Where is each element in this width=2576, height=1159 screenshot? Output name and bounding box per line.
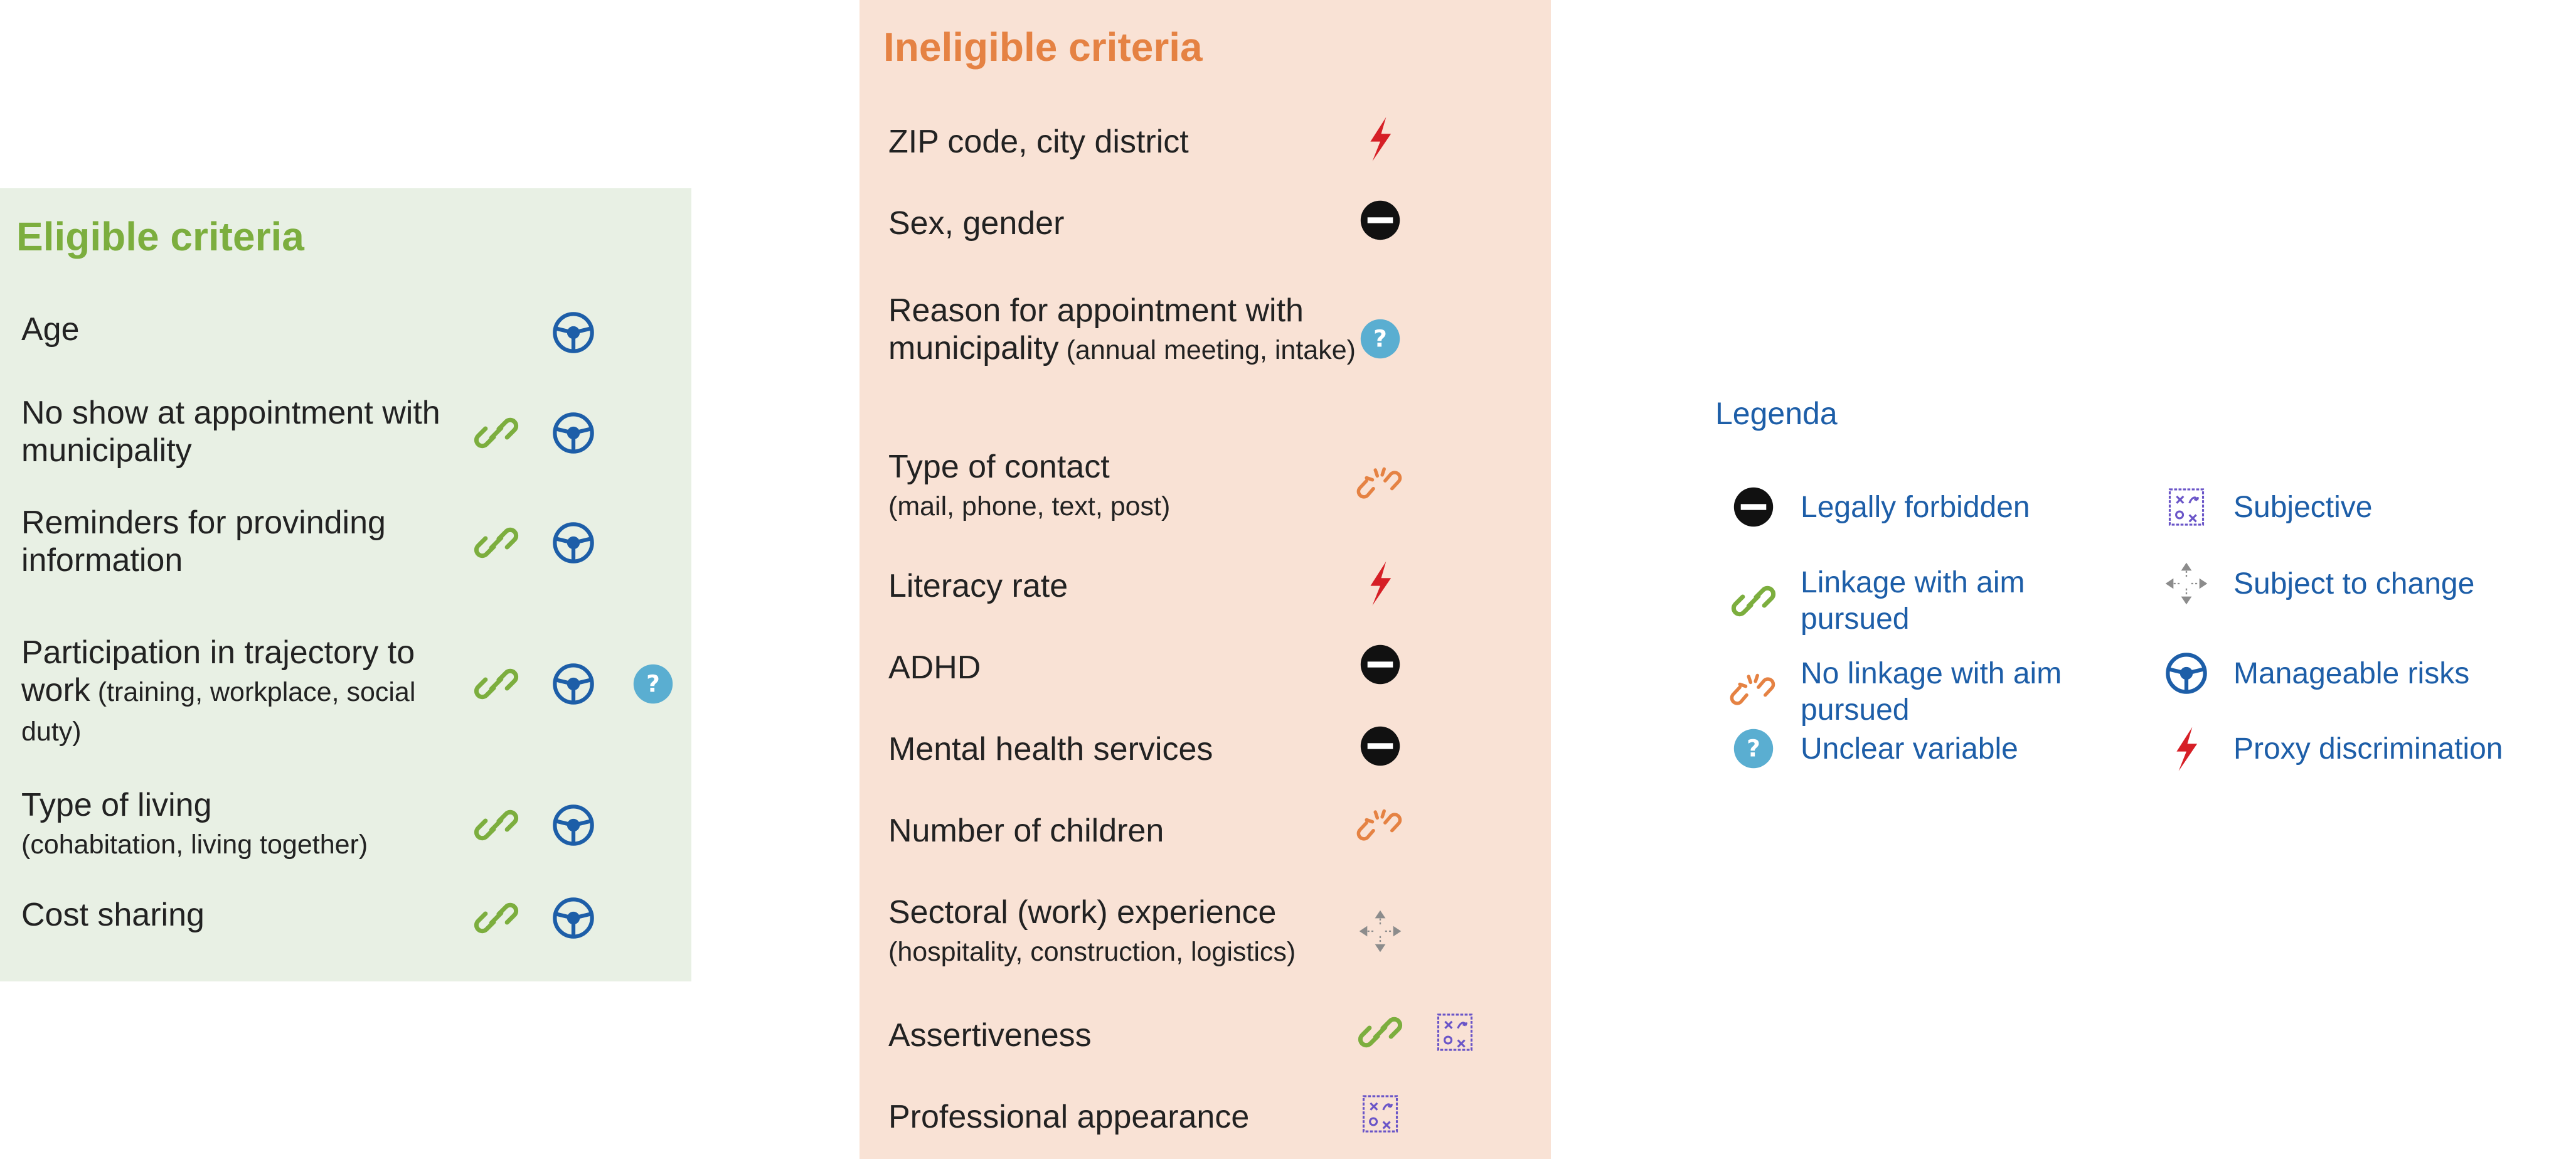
linkage-with-aim-icon [472,660,521,708]
eligible-criterion-label-text: No show at appointment with municipality [21,395,440,469]
unclear-variable-icon: ? [1356,314,1405,363]
linkage-with-aim-icon [472,801,521,850]
linkage-with-aim-icon [472,409,521,457]
linkage-with-aim-icon [472,518,521,567]
ineligible-criterion-label-text: Type of contact [888,449,1110,485]
ineligible-criterion-label: Literacy rate [888,567,1378,605]
eligible-criterion-label-text: Age [21,311,80,348]
proxy-discrimination-icon [1356,114,1405,163]
proxy-discrimination-icon [1356,558,1405,607]
subjective-icon [2162,483,2211,531]
linkage-with-aim-icon [472,894,521,943]
subject-to-change-icon [2162,559,2211,608]
legend-label: Legally forbidden [1801,491,2030,524]
ineligible-criterion-label-text: Sectoral (work) experience [888,894,1277,931]
subjective-icon [1356,1089,1405,1138]
unclear-variable-icon: ? [1729,724,1778,773]
manageable-risks-icon [549,801,598,850]
ineligible-criterion-label: ADHD [888,649,1378,686]
ineligible-criterion-label-text: Assertiveness [888,1017,1092,1054]
svg-text:?: ? [646,670,660,697]
proxy-discrimination-icon [2162,724,2211,773]
ineligible-criterion-label-text: Professional appearance [888,1099,1250,1135]
unclear-variable-icon: ? [629,660,678,708]
eligible-criterion-label: Participation in trajectory to work (tra… [21,634,460,750]
ineligible-criteria-panel: Ineligible criteria ZIP code, city distr… [860,0,1551,1159]
ineligible-criterion-label: Number of children [888,812,1378,850]
ineligible-criteria-title: Ineligible criteria [883,24,1203,70]
no-linkage-with-aim-icon [1356,461,1405,510]
eligible-criterion-label-detail: (training, workplace, social duty) [21,677,416,747]
eligible-criteria-panel: Eligible criteria Age No show at appoint… [0,188,691,981]
legend-label: Manageable risks [2233,657,2470,690]
legally-forbidden-icon [1356,640,1405,689]
linkage-with-aim-icon [1729,577,1778,626]
ineligible-criterion-label: Sex, gender [888,205,1378,242]
legend-label: Subjective [2233,491,2373,524]
legend-label: No linkage with aim pursued [1801,657,2062,727]
legend-title: Legenda [1715,396,1838,431]
linkage-with-aim-icon [1356,1008,1405,1057]
ineligible-criterion-label-text: ZIP code, city district [888,124,1189,160]
ineligible-criterion-label-text: Reason for appointment with municipality [888,292,1304,366]
no-linkage-with-aim-icon [1356,803,1405,852]
ineligible-criterion-label: Assertiveness [888,1017,1378,1054]
manageable-risks-icon [549,894,598,943]
manageable-risks-icon [549,409,598,457]
manageable-risks-icon [549,518,598,567]
ineligible-criterion-label-text: Number of children [888,813,1164,849]
eligible-criterion-label-text: Cost sharing [21,897,205,933]
ineligible-criterion-label-detail: (hospitality, construction, logistics) [888,937,1296,967]
eligible-criterion-label: Reminders for provinding information [21,504,460,579]
eligible-criterion-label: Age [21,311,460,348]
ineligible-criterion-label-text: Mental health services [888,731,1213,767]
legally-forbidden-icon [1356,196,1405,245]
eligible-criterion-label: Cost sharing [21,896,460,934]
ineligible-criterion-label-text: Sex, gender [888,205,1065,242]
manageable-risks-icon [2162,649,2211,698]
ineligible-criterion-label: ZIP code, city district [888,123,1378,161]
eligible-criteria-title: Eligible criteria [16,214,304,259]
eligible-criterion-label: Type of living (cohabitation, living toge… [21,786,460,863]
no-linkage-with-aim-icon [1729,668,1778,717]
legally-forbidden-icon [1356,722,1405,771]
svg-text:?: ? [1373,324,1387,352]
manageable-risks-icon [549,308,598,357]
eligible-criterion-label-detail: (cohabitation, living together) [21,830,368,860]
ineligible-criterion-label: Professional appearance [888,1098,1378,1136]
legend-label: Unclear variable [1801,732,2018,766]
legend-label: Subject to change [2233,567,2475,601]
legend-label: Linkage with aim pursued [1801,566,2025,636]
ineligible-criterion-label-text: ADHD [888,649,981,686]
subject-to-change-icon [1356,907,1405,956]
eligible-criterion-label: No show at appointment with municipality [21,394,460,469]
ineligible-criterion-label: Sectoral (work) experience (hospitality, … [888,894,1378,971]
legend: Legenda Legally forbidden Linkage with a… [1715,395,2531,784]
ineligible-criterion-label: Mental health services [888,730,1378,768]
ineligible-criterion-label-detail: (annual meeting, intake) [1058,335,1356,365]
svg-text:?: ? [1747,734,1760,762]
ineligible-criterion-label: Type of contact (mail, phone, text, post) [888,448,1378,525]
eligible-criterion-label-text: Participation in trajectory to work [21,634,415,708]
ineligible-criterion-label-detail: (mail, phone, text, post) [888,491,1171,521]
ineligible-criterion-label-text: Literacy rate [888,568,1068,604]
eligible-criterion-label-text: Type of living [21,787,212,823]
manageable-risks-icon [549,660,598,708]
ineligible-criterion-label: Reason for appointment with municipality… [888,292,1378,369]
legend-label: Proxy discrimination [2233,732,2503,766]
legally-forbidden-icon [1729,483,1778,531]
subjective-icon [1430,1008,1479,1057]
eligible-criterion-label-text: Reminders for provinding information [21,505,386,579]
